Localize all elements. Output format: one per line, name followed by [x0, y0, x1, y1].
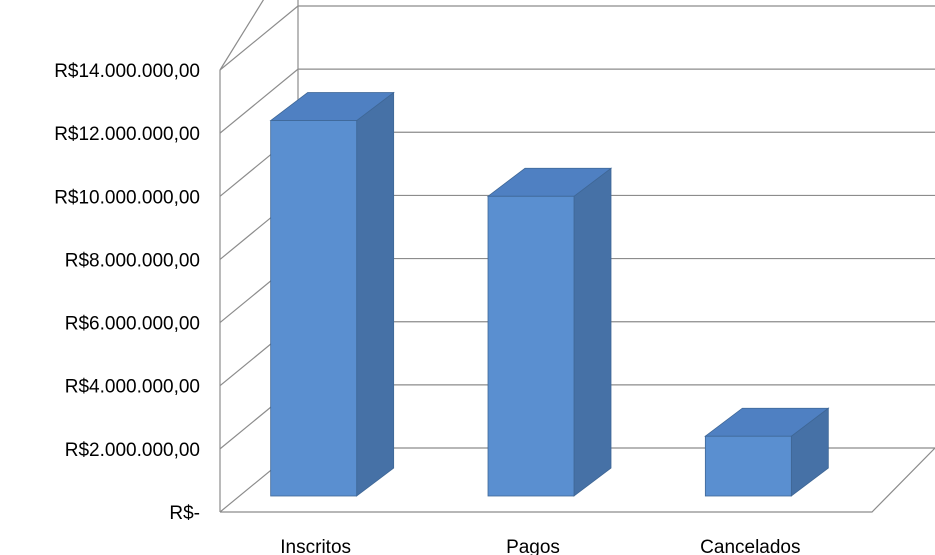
x-category-label: Cancelados: [700, 537, 800, 555]
side-wall-top-edge: [219, 0, 265, 71]
y-tick-label: R$-: [169, 503, 200, 524]
chart-grid: [219, 0, 935, 513]
y-tick-label: R$14.000.000,00: [54, 61, 200, 82]
y-tick-label: R$8.000.000,00: [65, 250, 200, 271]
x-category-label: Inscritos: [280, 537, 351, 555]
bar-side-face: [573, 167, 612, 497]
bar-side-face: [356, 91, 395, 497]
y-axis-tick-labels: R$- R$2.000.000,00 R$4.000.000,00 R$6.000.0…: [54, 61, 200, 524]
x-category-label: Pagos: [506, 537, 560, 555]
y-tick-label: R$10.000.000,00: [54, 187, 200, 208]
side-gridline: [219, 68, 299, 134]
x-axis-category-labels: Inscritos Pagos Cancelados: [280, 537, 800, 555]
chart-bars: [269, 91, 830, 497]
bar: [486, 167, 613, 497]
bar-front-face: [270, 120, 358, 497]
bar-front-face: [704, 435, 792, 497]
bar: [704, 407, 830, 497]
bar-front-face: [487, 195, 575, 497]
y-tick-label: R$2.000.000,00: [65, 440, 200, 461]
y-tick-label: R$4.000.000,00: [65, 377, 200, 398]
y-tick-label: R$12.000.000,00: [54, 124, 200, 145]
side-gridline: [219, 5, 299, 71]
bar: [269, 91, 395, 497]
y-tick-label: R$6.000.000,00: [65, 314, 200, 335]
